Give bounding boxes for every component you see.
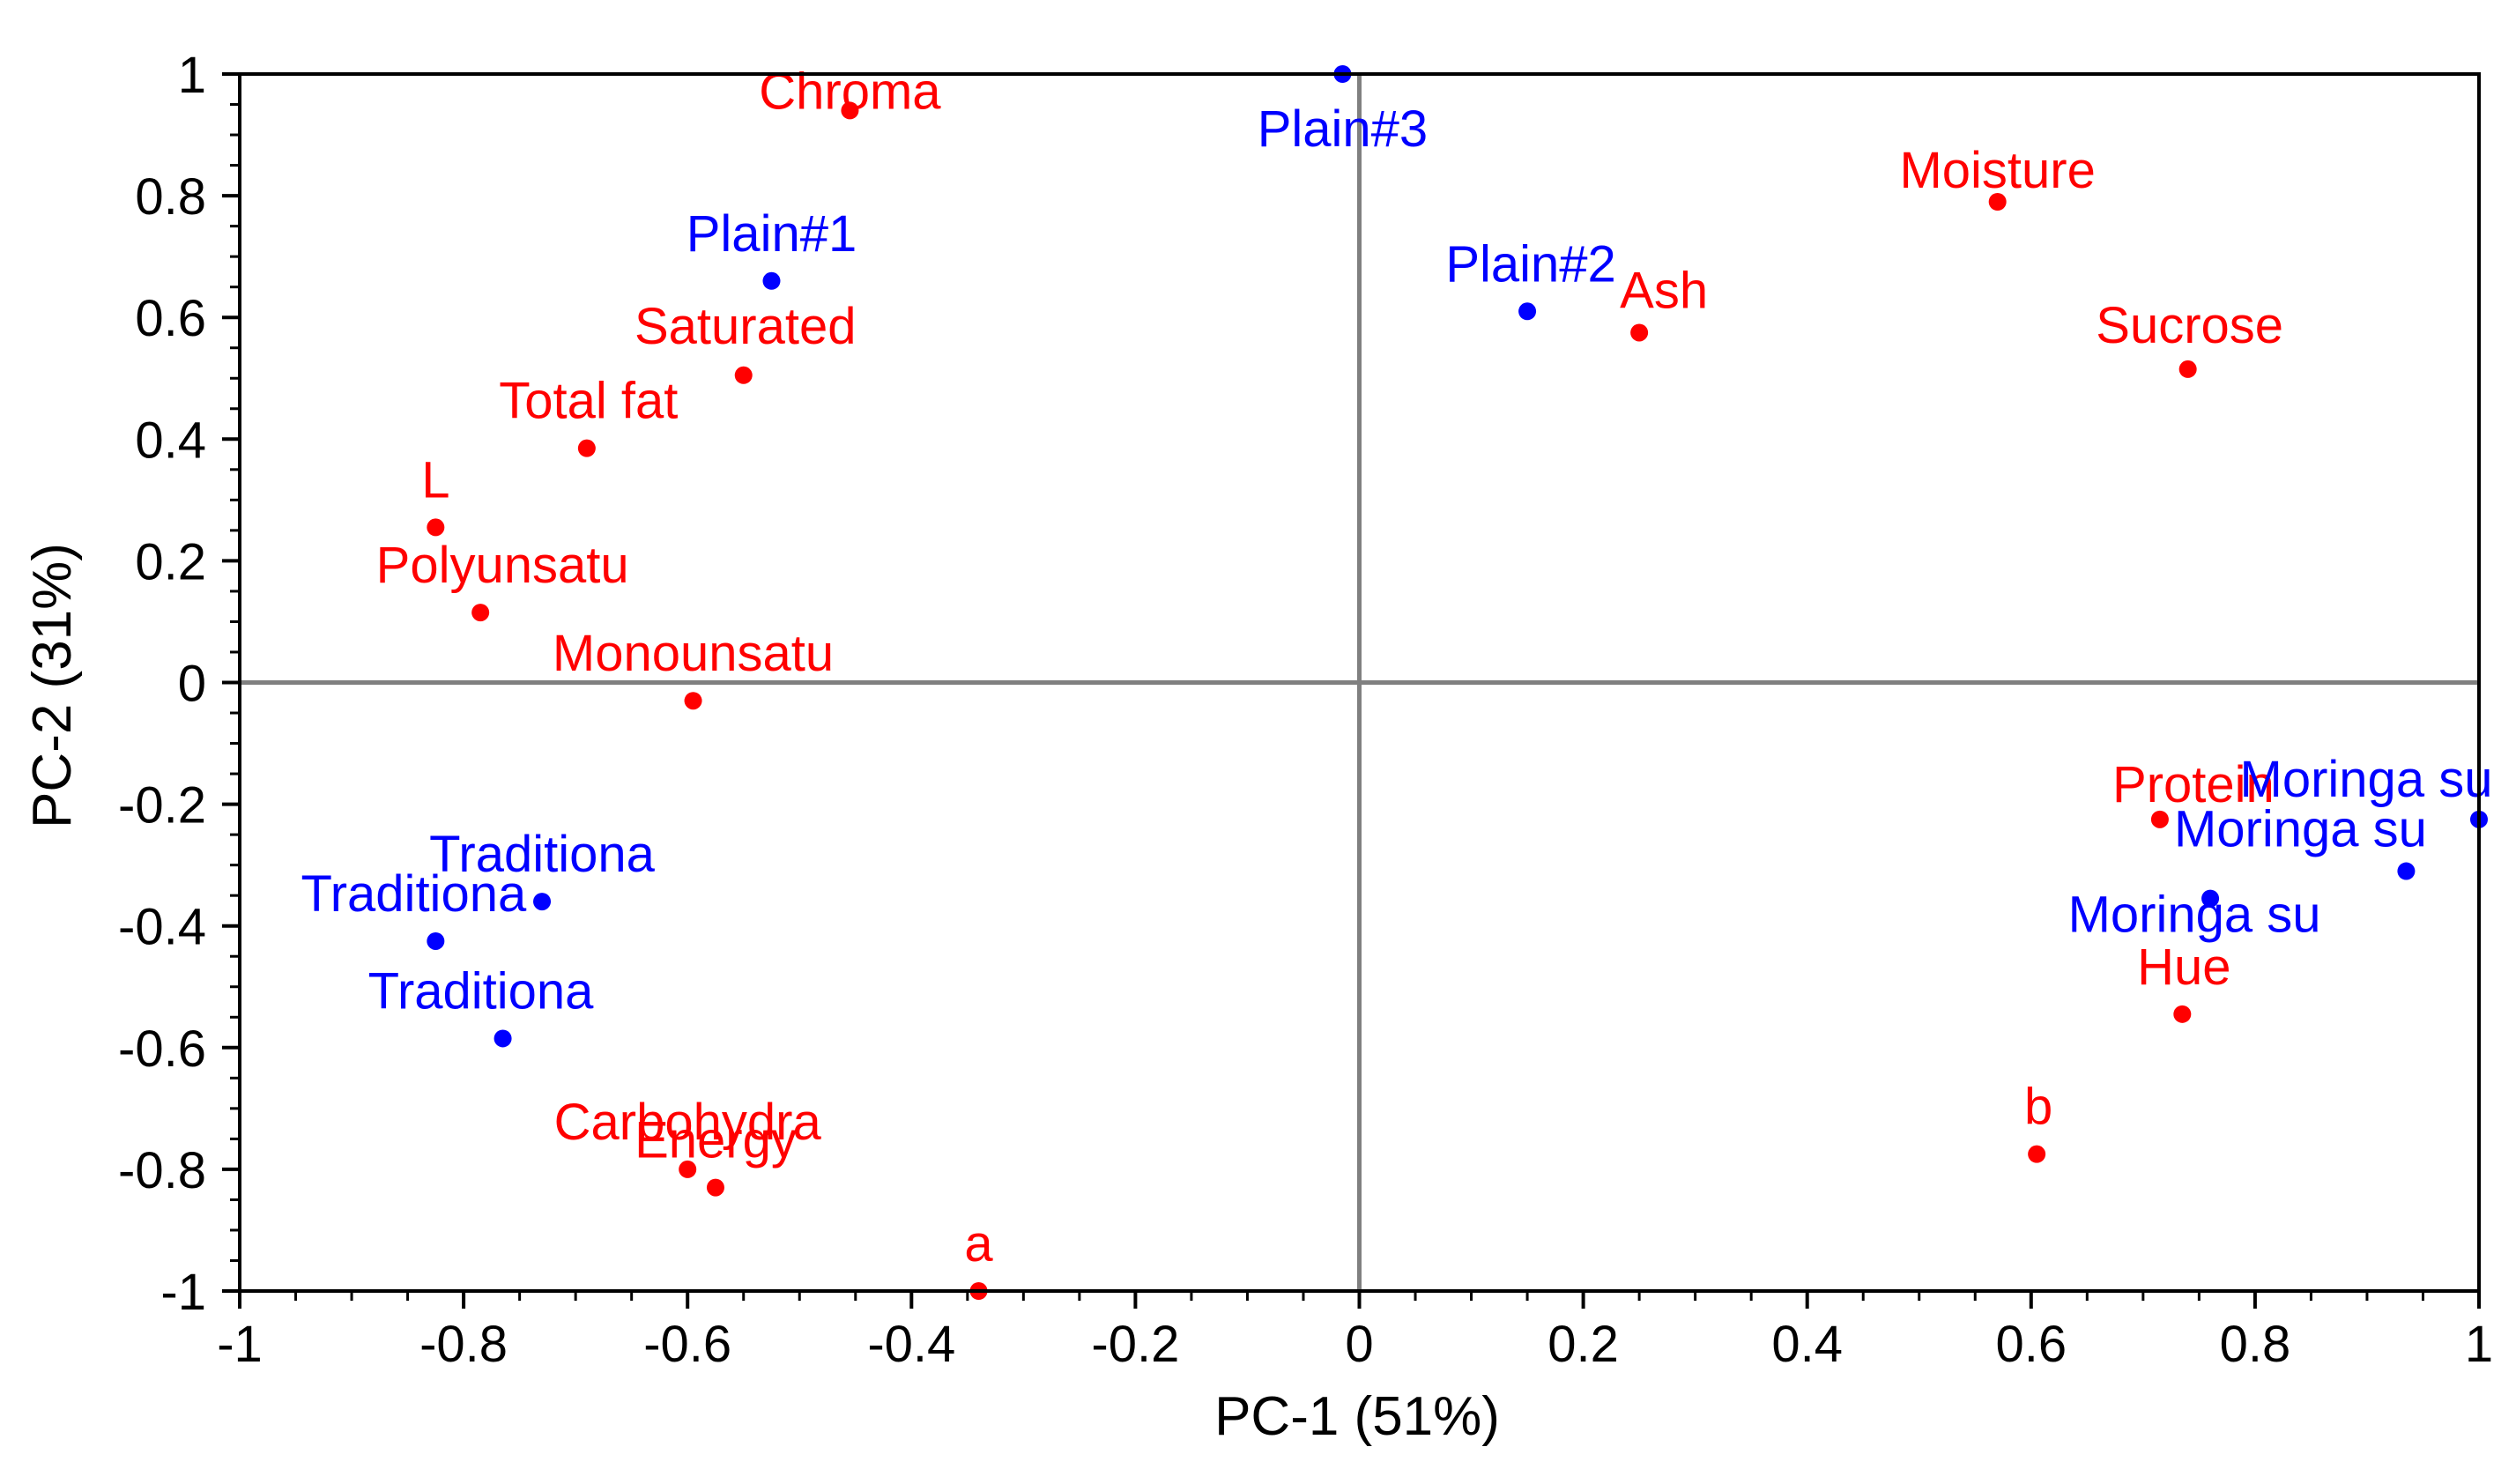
- y-tick-label: -0.8: [118, 1142, 206, 1199]
- variable-label: Moisture: [1899, 142, 2095, 199]
- variable-label: Saturated: [635, 298, 857, 355]
- y-tick-label: 1: [178, 47, 206, 104]
- variable-label: Chroma: [759, 63, 941, 120]
- y-tick-label: 0.6: [135, 290, 206, 347]
- variable-label: Hue: [2137, 939, 2230, 996]
- variable-point: [1988, 193, 2007, 211]
- variable-point: [684, 692, 702, 710]
- sample-label: Traditiona: [429, 826, 656, 883]
- variable-point: [2173, 1005, 2192, 1023]
- variable-label: Total fat: [499, 373, 678, 430]
- x-tick-label: -1: [217, 1316, 263, 1373]
- sample-label: Moringa su: [2240, 751, 2493, 808]
- x-tick-label: -0.4: [867, 1316, 955, 1373]
- variable-label: Sucrose: [2096, 297, 2283, 354]
- variable-label: Polyunsatu: [376, 537, 629, 594]
- variable-point: [706, 1178, 724, 1197]
- sample-point: [2201, 889, 2220, 908]
- variable-label: Monounsatu: [553, 625, 834, 682]
- y-tick-label: -0.6: [118, 1020, 206, 1078]
- variable-point: [2028, 1145, 2046, 1163]
- variable-point: [679, 1160, 697, 1178]
- variable-label: L: [421, 451, 449, 508]
- variable-point: [734, 366, 753, 384]
- sample-point: [494, 1029, 512, 1048]
- variable-point: [1630, 323, 1649, 342]
- y-tick-label: 0: [178, 656, 206, 713]
- variable-point: [471, 604, 490, 622]
- x-tick-label: 0.6: [1995, 1316, 2067, 1373]
- x-axis-label: PC-1 (51%): [1214, 1386, 1500, 1447]
- x-tick-label: 0.2: [1547, 1316, 1619, 1373]
- variable-label: a: [964, 1215, 993, 1273]
- x-tick-label: 1: [2465, 1316, 2493, 1373]
- x-tick-label: -0.6: [643, 1316, 731, 1373]
- y-tick-label: 0.4: [135, 412, 206, 469]
- x-tick-label: 0.4: [1771, 1316, 1843, 1373]
- sample-label: Moringa su: [2068, 887, 2321, 944]
- sample-label: Traditiona: [368, 962, 595, 1020]
- sample-label: Plain#1: [687, 205, 857, 263]
- y-tick-label: -0.4: [118, 899, 206, 956]
- x-tick-label: -0.8: [419, 1316, 508, 1373]
- variable-label: Protein: [2112, 756, 2275, 813]
- variable-point: [2150, 810, 2169, 828]
- sample-point: [762, 271, 781, 290]
- x-tick-label: 0.8: [2220, 1316, 2291, 1373]
- sample-label: Plain#3: [1258, 100, 1428, 158]
- sample-label: Plain#2: [1445, 235, 1615, 293]
- variable-point: [841, 101, 859, 120]
- sample-label: Moringa su: [2174, 801, 2427, 858]
- y-tick-label: 0.8: [135, 168, 206, 226]
- variable-point: [577, 439, 596, 457]
- y-axis-label: PC-2 (31%): [22, 543, 83, 828]
- sample-point: [1518, 302, 1537, 321]
- sample-point: [2397, 862, 2416, 880]
- sample-point: [427, 931, 445, 950]
- variable-point: [2178, 360, 2197, 378]
- y-tick-label: 0.2: [135, 533, 206, 590]
- variable-label: Energy: [635, 1112, 797, 1169]
- y-tick-label: -1: [160, 1264, 206, 1321]
- x-tick-label: -0.2: [1091, 1316, 1179, 1373]
- variable-point: [427, 518, 445, 537]
- sample-point: [533, 893, 552, 911]
- x-tick-label: 0: [1345, 1316, 1373, 1373]
- y-tick-label: -0.2: [118, 777, 206, 835]
- variable-label: Ash: [1620, 262, 1708, 319]
- variable-label: b: [2024, 1079, 2052, 1136]
- sample-label: Traditiona: [301, 865, 527, 923]
- variable-label: Carbohydra: [554, 1094, 822, 1151]
